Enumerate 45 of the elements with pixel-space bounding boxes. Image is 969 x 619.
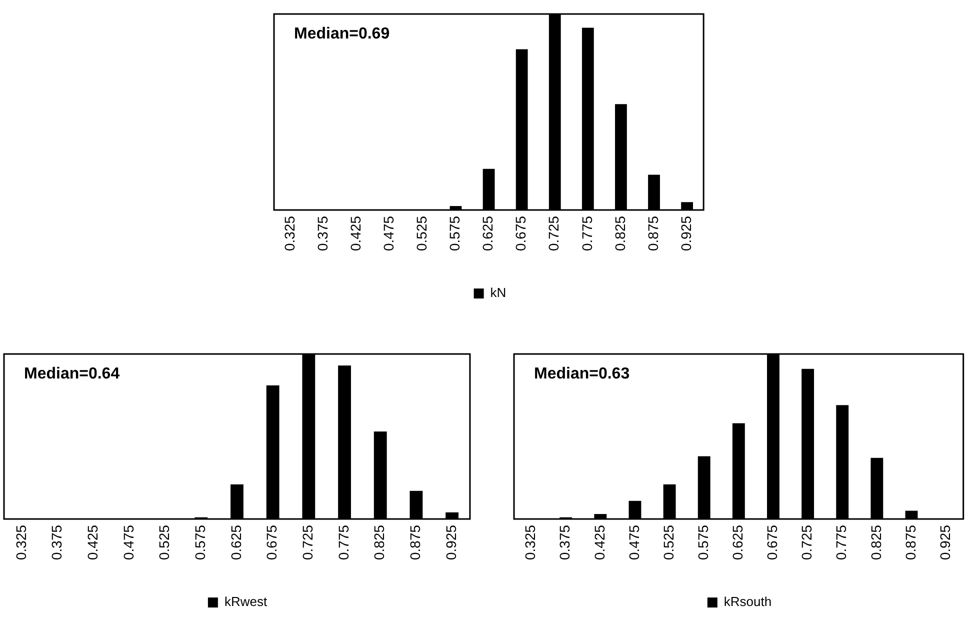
x-tick-label: 0.475 [120,524,136,560]
x-tick-label: 0.375 [556,524,573,560]
x-tick-label: 0.325 [281,216,298,252]
x-tick-label: 0.525 [156,524,172,560]
x-tick-label: 0.775 [833,524,850,560]
x-tick-label: 0.575 [192,524,208,560]
annotation: Median=0.63 [534,365,630,382]
x-tick-label: 0.675 [764,524,780,560]
x-tick-label: 0.625 [228,524,244,560]
x-tick-label: 0.425 [347,216,364,252]
x-tick-label: 0.925 [678,216,694,252]
x-tick-label: 0.725 [300,524,316,560]
x-tick-label: 0.375 [48,524,65,560]
x-tick-label: 0.325 [522,524,538,560]
x-tick-label: 0.625 [730,524,746,560]
x-tick-label: 0.425 [84,524,100,560]
x-tick-label: 0.825 [371,524,388,560]
x-tick-label: 0.325 [12,524,29,560]
annotation: Median=0.69 [294,25,390,42]
x-tick-label: 0.925 [442,524,459,560]
x-tick-label: 0.525 [660,524,676,560]
x-tick-label: 0.625 [480,216,496,252]
annotation: Median=0.64 [24,365,120,382]
x-tick-label: 0.825 [612,216,628,252]
x-tick-label: 0.475 [380,216,397,252]
x-tick-label: 0.675 [512,216,529,252]
x-tick-label: 0.575 [446,216,463,252]
x-tick-label: 0.725 [546,216,562,252]
x-tick-label: 0.825 [868,524,884,560]
x-tick-label: 0.775 [335,524,352,560]
x-tick-label: 0.875 [902,524,918,560]
x-tick-label: 0.575 [694,524,711,560]
x-tick-label: 0.375 [314,216,330,252]
x-tick-label: 0.775 [578,216,595,252]
x-tick-label: 0.725 [798,524,815,560]
x-tick-label: 0.875 [407,524,424,560]
x-tick-label: 0.875 [644,216,661,252]
x-tick-label: 0.675 [264,524,280,560]
x-tick-label: 0.475 [626,524,642,560]
legend-label: kRsouth [724,594,772,610]
x-tick-label: 0.925 [936,524,953,560]
x-tick-label: 0.425 [591,524,608,560]
x-tick-label: 0.525 [414,216,430,252]
legend-label: kRwest [224,594,268,610]
legend-label: kN [490,285,506,300]
